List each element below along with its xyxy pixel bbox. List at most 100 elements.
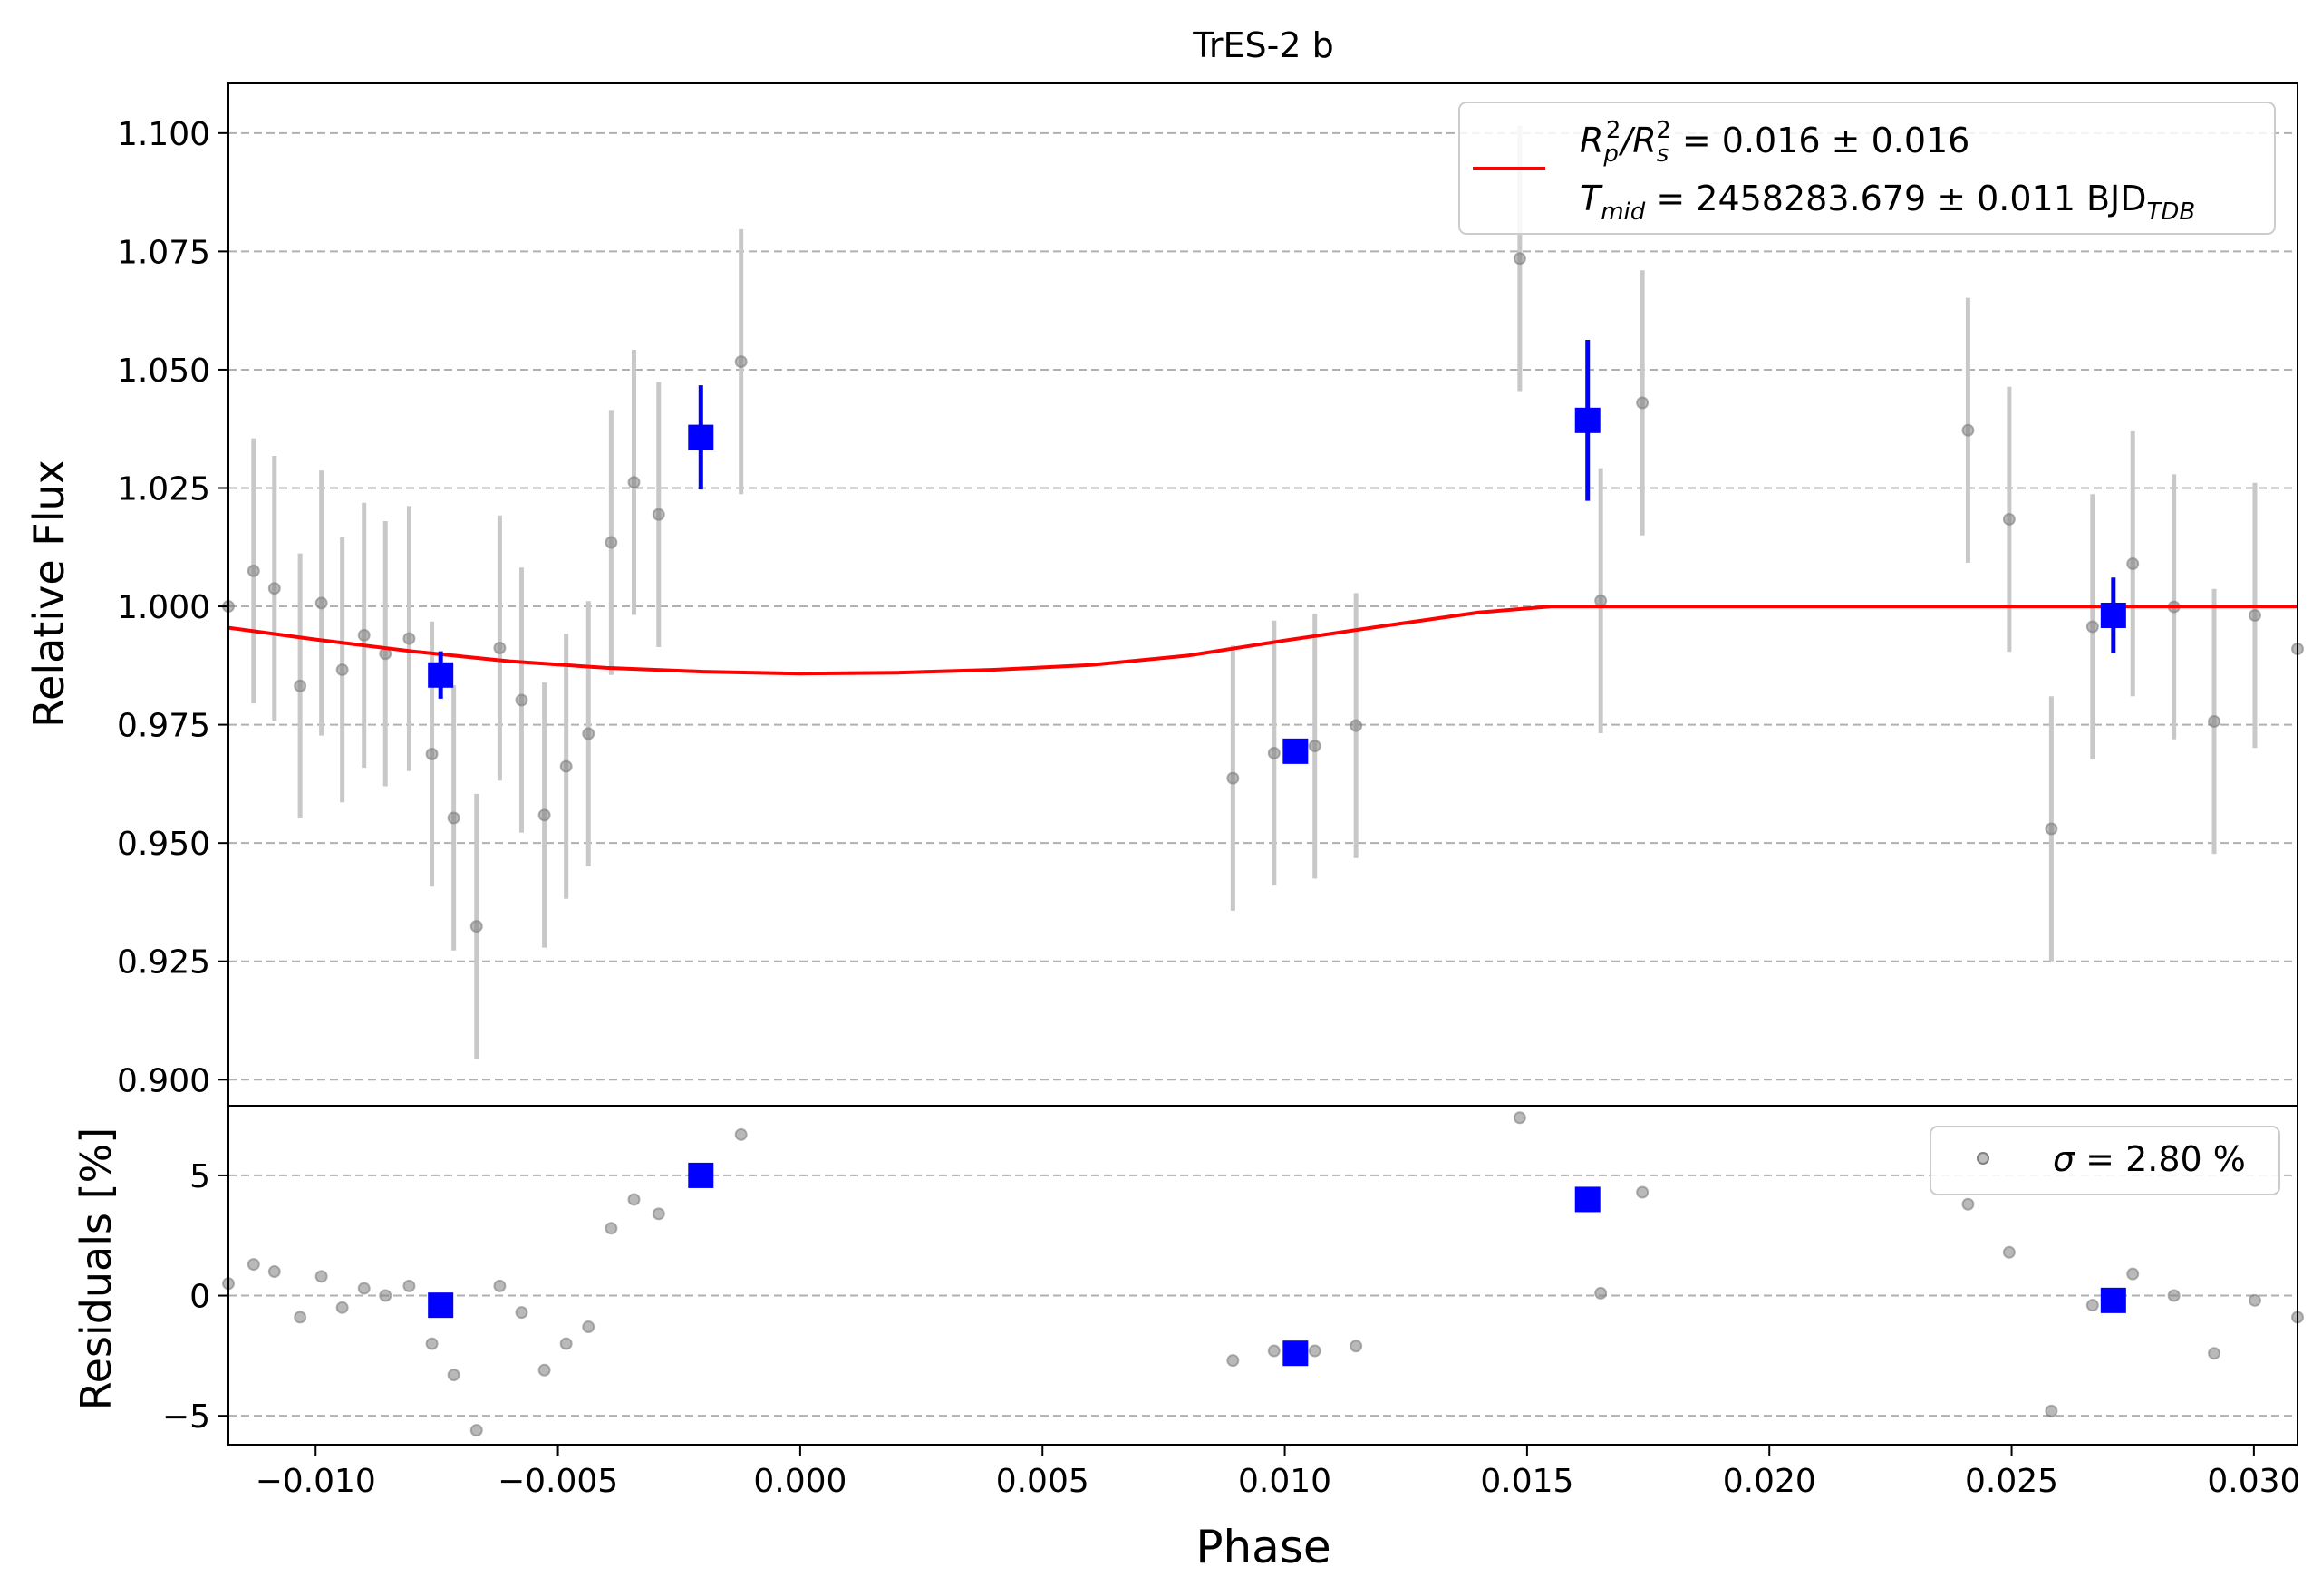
residual-point xyxy=(1513,1111,1526,1125)
raw-point xyxy=(2126,557,2140,571)
residual-point xyxy=(247,1258,260,1272)
legend-depth-part: 2 xyxy=(1656,117,1671,144)
residual-point xyxy=(1350,1340,1363,1353)
bottom-y-axis-label: Residuals [%] xyxy=(72,1127,121,1410)
raw-point xyxy=(734,355,748,369)
bottom-grid xyxy=(228,1174,2298,1417)
binned-residual-point xyxy=(2100,1287,2126,1313)
bottom-y-tick-label: −5 xyxy=(162,1398,210,1436)
top-y-tick-label: 1.000 xyxy=(117,589,210,626)
residual-point xyxy=(267,1265,281,1279)
top-y-tick-label: 1.075 xyxy=(117,234,210,271)
residual-point xyxy=(335,1301,349,1314)
raw-point xyxy=(1350,719,1363,732)
legend-depth-part: s xyxy=(1657,140,1669,168)
top-legend-box xyxy=(1458,102,2276,235)
residual-point xyxy=(1226,1354,1240,1368)
raw-point xyxy=(652,508,665,521)
residual-point xyxy=(582,1320,595,1334)
top-model xyxy=(227,605,2298,676)
top-y-tick-label: 0.975 xyxy=(117,708,210,745)
residual-point xyxy=(559,1337,573,1350)
legend-sigma-text: σ = 2.80 % xyxy=(2053,1139,2246,1179)
residual-point xyxy=(734,1127,748,1141)
raw-point xyxy=(425,747,439,760)
legend-depth-text: Rp2/Rs2 = 0.016 ± 0.016 xyxy=(1580,117,1969,168)
residual-point xyxy=(627,1193,641,1206)
residual-point xyxy=(2248,1293,2261,1307)
top-grid xyxy=(228,131,2298,1081)
residual-point xyxy=(294,1311,307,1324)
raw-point xyxy=(1267,746,1281,759)
x-tick-label: 0.030 xyxy=(2207,1463,2300,1500)
x-tick-label: −0.010 xyxy=(256,1463,376,1500)
residual-point xyxy=(314,1270,328,1283)
bottom-panel: −5 0 5 Residuals [%] σ = 2.80 % xyxy=(72,1105,2304,1446)
residual-point xyxy=(2126,1267,2140,1281)
raw-point xyxy=(267,582,281,595)
binned-point xyxy=(428,662,454,688)
raw-point xyxy=(2085,620,2099,634)
top-y-tick-label: 0.950 xyxy=(117,826,210,863)
raw-point xyxy=(1636,396,1650,410)
top-legend: Rp2/Rs2 = 0.016 ± 0.016 Tmid = 2458283.6… xyxy=(1458,102,2276,235)
legend-tmid-text: Tmid = 2458283.679 ± 0.011 BJDTDB xyxy=(1580,179,2195,226)
legend-depth-part: /R xyxy=(1618,121,1656,160)
binned-residual-point xyxy=(1574,1186,1601,1213)
top-y-ticks: 0.900 0.925 0.950 0.975 1.000 1.025 1.050 1.075… xyxy=(117,116,228,1099)
bottom-legend-box xyxy=(1930,1126,2280,1195)
raw-point xyxy=(357,628,371,642)
legend-tmid-part: TDB xyxy=(2147,198,2196,226)
residual-point xyxy=(1961,1197,1975,1211)
top-plot-frame xyxy=(227,82,2298,1107)
residual-point xyxy=(469,1424,483,1437)
residual-point xyxy=(1267,1344,1281,1358)
binned-point xyxy=(2100,602,2126,628)
bottom-y-tick-label: 0 xyxy=(189,1279,210,1316)
residual-point xyxy=(2002,1245,2016,1259)
x-tick-label: −0.005 xyxy=(498,1463,618,1500)
raw-point xyxy=(605,536,618,549)
x-tick-label: 0.010 xyxy=(1238,1463,1331,1500)
x-tick-label: 0.020 xyxy=(1723,1463,1816,1500)
x-tick-label: 0.015 xyxy=(1480,1463,1573,1500)
top-panel: 0.900 0.925 0.950 0.975 1.000 1.025 1.050 1.075… xyxy=(24,82,2304,1107)
legend-depth-part: 2 xyxy=(1606,117,1621,144)
bottom-plot-frame xyxy=(227,1105,2298,1446)
residual-point xyxy=(537,1363,551,1377)
raw-point xyxy=(2045,822,2058,836)
residual-point xyxy=(1594,1286,1608,1300)
binned-residual-point xyxy=(428,1292,454,1319)
x-tick-label: 0.025 xyxy=(1965,1463,2058,1500)
residual-point xyxy=(2045,1404,2058,1417)
binned-residual-point xyxy=(1282,1340,1309,1367)
raw-point xyxy=(314,596,328,610)
residual-point xyxy=(402,1279,416,1292)
residual-point xyxy=(652,1207,665,1221)
bottom-y-tick-label: 5 xyxy=(189,1158,210,1195)
x-tick-label: 0.005 xyxy=(996,1463,1089,1500)
legend-depth-part: = 0.016 ± 0.016 xyxy=(1671,121,1970,160)
binned-point xyxy=(1574,407,1601,433)
x-ticks: −0.010 −0.005 0.000 0.005 0.010 0.015 0.020 0.0… xyxy=(256,1445,2300,1500)
raw-point xyxy=(2248,608,2261,622)
bottom-binned-points xyxy=(428,1162,2126,1367)
legend-residual-marker xyxy=(1977,1152,1989,1165)
raw-point xyxy=(627,476,641,489)
legend-tmid-part: mid xyxy=(1601,198,1646,226)
raw-point xyxy=(335,663,349,677)
x-axis-label: Phase xyxy=(1195,1521,1330,1573)
model-curve xyxy=(227,605,2298,676)
legend-depth-part: R xyxy=(1580,121,1603,160)
raw-point xyxy=(537,808,551,822)
residual-point xyxy=(2085,1299,2099,1312)
top-y-axis-label: Relative Flux xyxy=(24,459,73,728)
residual-point xyxy=(2167,1289,2181,1302)
legend-depth-part: p xyxy=(1602,140,1619,168)
binned-residual-point xyxy=(688,1162,714,1188)
residual-point xyxy=(2208,1347,2221,1360)
residual-point xyxy=(493,1279,507,1292)
raw-point xyxy=(402,632,416,645)
raw-point xyxy=(515,693,528,707)
